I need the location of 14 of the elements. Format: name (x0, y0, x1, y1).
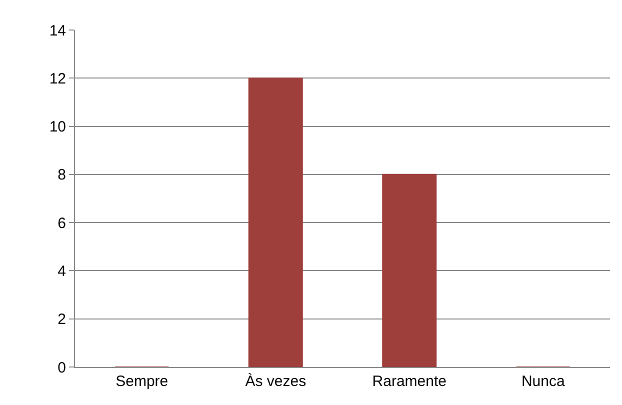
y-tick-label: 6 (58, 214, 66, 232)
x-tick-label: Raramente (372, 373, 446, 390)
x-tick-label: Sempre (116, 373, 168, 390)
bar (382, 174, 437, 367)
y-tick-label: 4 (58, 262, 66, 280)
y-tick-label: 10 (49, 118, 66, 136)
y-tick-label: 2 (58, 311, 66, 328)
bar (248, 78, 303, 367)
y-tick-label: 14 (49, 22, 66, 40)
y-tick-label: 8 (58, 166, 66, 184)
y-tick-label: 0 (58, 359, 66, 376)
y-tick-label: 12 (49, 70, 66, 88)
x-tick-label: Nunca (521, 373, 566, 390)
x-tick-label: Às vezes (245, 372, 306, 390)
